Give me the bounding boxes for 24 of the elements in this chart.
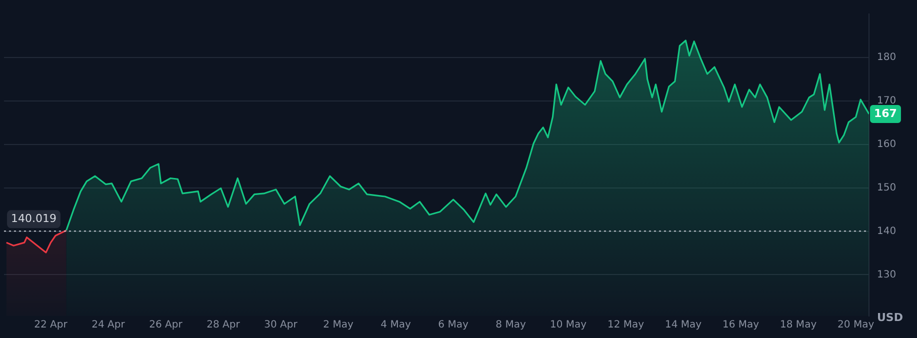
y-tick-label: 180	[877, 52, 896, 64]
ref-line-label: 140.019	[11, 212, 56, 226]
x-tick-label: 8 May	[496, 320, 526, 331]
x-tick-label: 30 Apr	[264, 320, 298, 331]
y-tick-label: 130	[877, 269, 896, 280]
x-tick-label: 4 May	[380, 320, 411, 331]
x-tick-label: 16 May	[722, 320, 760, 331]
x-tick-label: 20 May	[838, 320, 874, 331]
x-tick-label: 18 May	[780, 320, 817, 331]
y-tick-label: 150	[877, 182, 896, 194]
x-tick-label: 6 May	[438, 320, 468, 331]
x-tick-label: 2 May	[323, 320, 354, 331]
x-tick-label: 28 Apr	[206, 320, 241, 331]
x-tick-label: 10 May	[550, 320, 587, 331]
y-tick-label: 170	[877, 96, 896, 106]
x-tick-label: 14 May	[665, 320, 702, 331]
x-tick-label: 24 Apr	[92, 320, 126, 331]
annotation: 167	[874, 106, 897, 120]
y-axis-title: USD	[877, 310, 903, 324]
y-tick-label: 140	[877, 226, 896, 237]
x-tick-label: 26 Apr	[149, 320, 184, 331]
x-tick-label: 12 May	[608, 320, 644, 331]
x-tick-label: 22 Apr	[34, 320, 68, 331]
y-tick-label: 160	[877, 138, 896, 150]
